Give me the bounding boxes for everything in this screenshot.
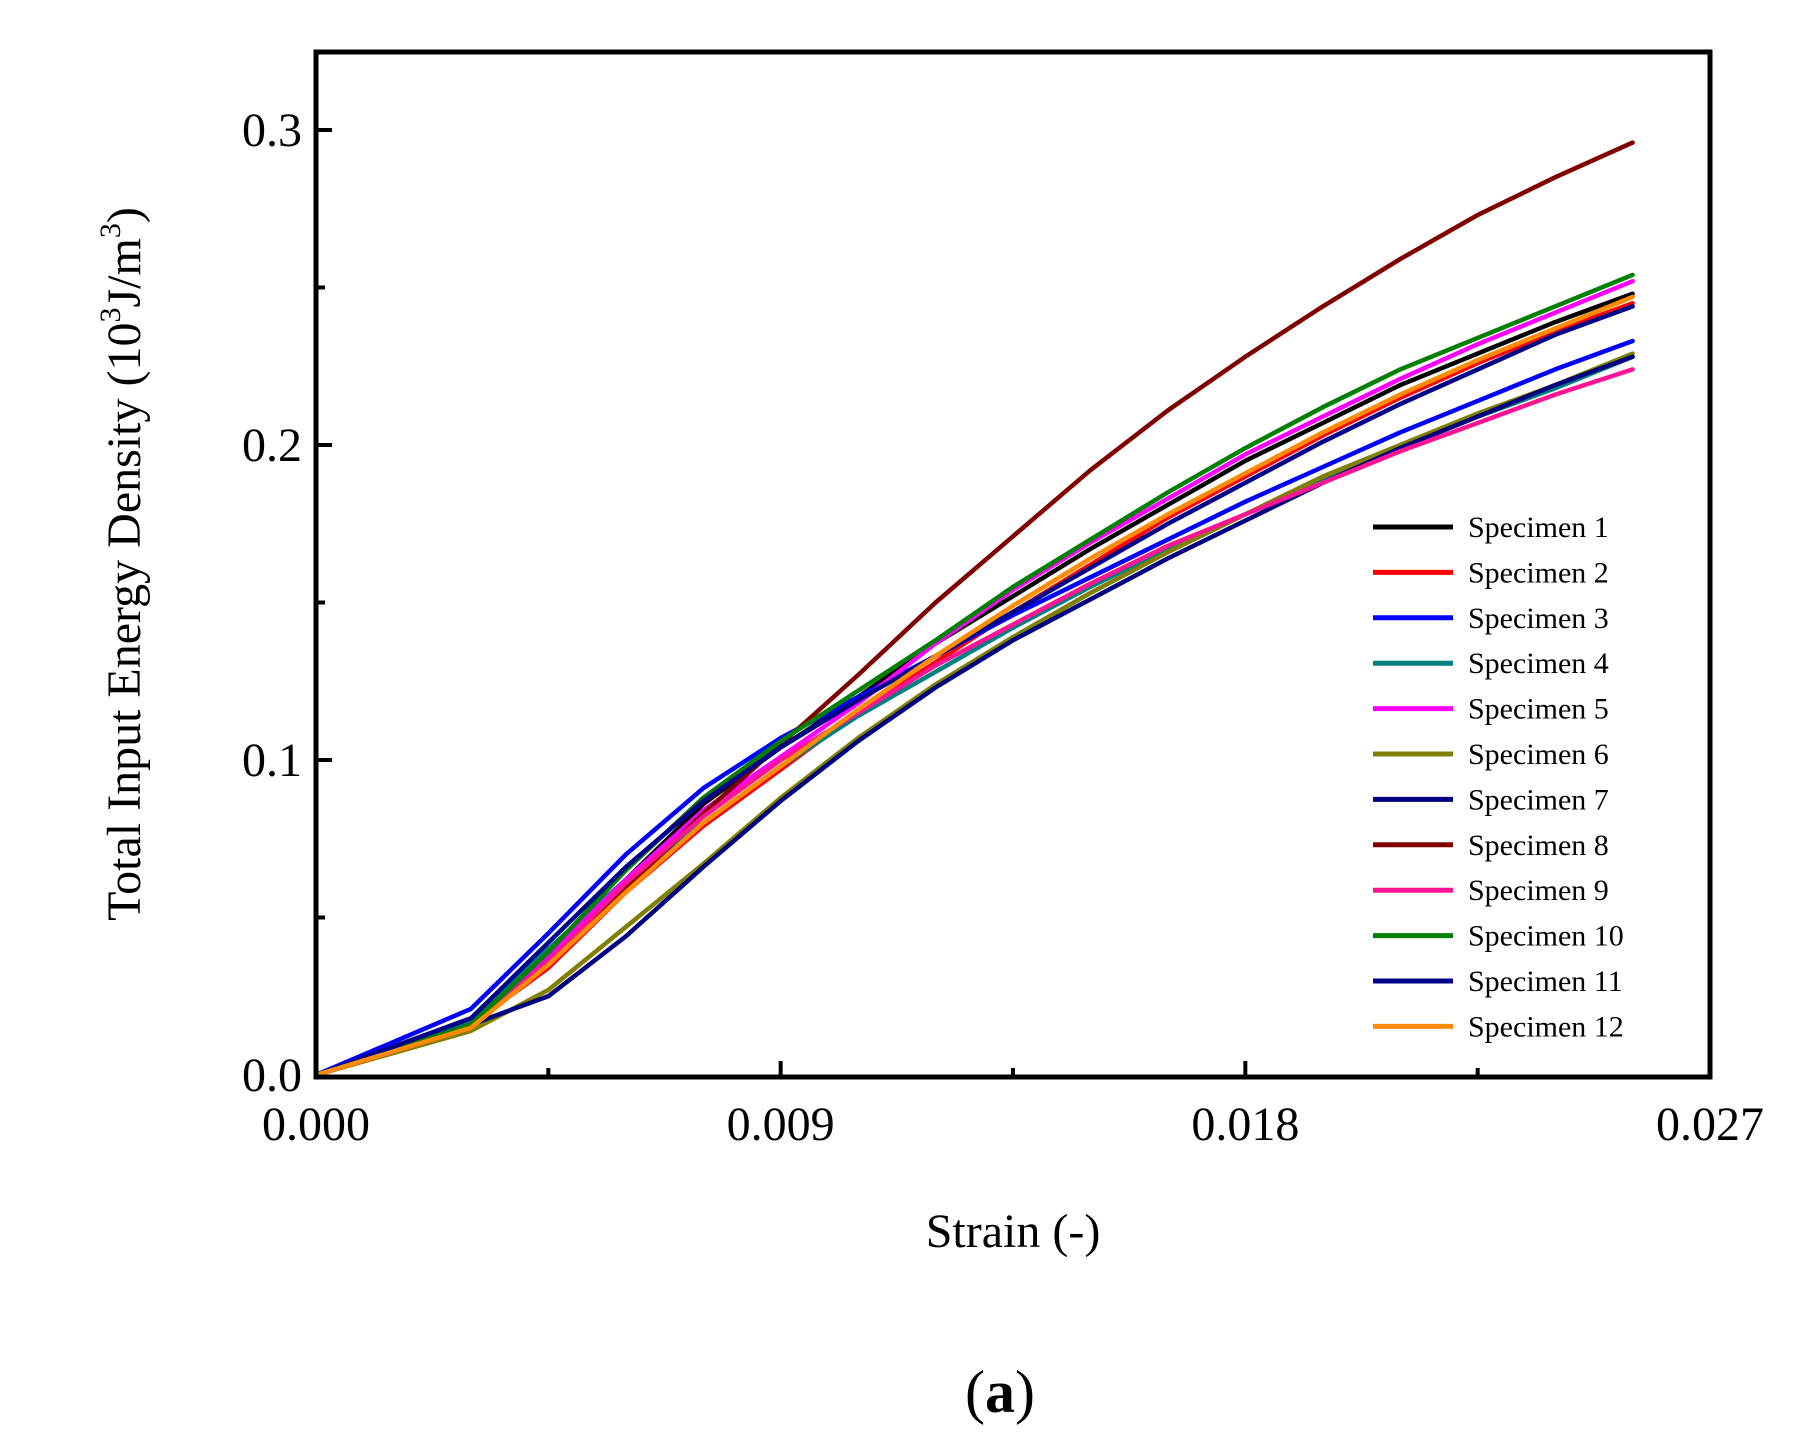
x-tick-label-1: 0.009 [727, 1098, 835, 1151]
legend: Specimen 1 Specimen 2 Specimen 3 Specimen 4… [1373, 511, 1624, 1043]
y-axis-title: Total Input Energy Density (103J/m3) [94, 207, 151, 921]
series-line-5 [313, 278, 1635, 1078]
y-tick-label-1: 0.1 [242, 734, 302, 787]
y-axis-title-sup2: 3 [94, 223, 127, 238]
legend-label-10: Specimen 10 [1468, 920, 1624, 953]
y-axis-title-mid: J/m [98, 238, 151, 307]
figure-caption: (a) [965, 1359, 1035, 1425]
legend-label-1: Specimen 1 [1468, 511, 1609, 544]
legend-label-12: Specimen 12 [1468, 1010, 1624, 1043]
caption-open: ( [965, 1359, 985, 1425]
legend-label-2: Specimen 2 [1468, 556, 1609, 589]
legend-label-7: Specimen 7 [1468, 783, 1609, 816]
series-line-11 [313, 304, 1635, 1078]
series-line-10 [313, 272, 1635, 1078]
legend-label-8: Specimen 8 [1468, 829, 1609, 862]
series-line-3 [313, 338, 1635, 1078]
series-line-9 [313, 367, 1635, 1078]
series-line-6 [313, 351, 1635, 1078]
y-axis-title-prefix: Total Input Energy Density (10 [98, 323, 151, 921]
x-tick-label-3: 0.027 [1656, 1098, 1764, 1151]
y-tick-label-2: 0.2 [242, 419, 302, 472]
y-tick-label-0: 0.0 [242, 1049, 302, 1102]
caption-close: ) [1015, 1359, 1035, 1425]
legend-label-6: Specimen 6 [1468, 738, 1609, 771]
legend-label-3: Specimen 3 [1468, 602, 1609, 635]
legend-label-11: Specimen 11 [1468, 965, 1623, 998]
y-axis-title-sup1: 3 [94, 308, 127, 323]
series-line-8 [313, 140, 1635, 1078]
x-axis-title: Strain (-) [926, 1205, 1101, 1258]
y-axis-title-suffix: ) [98, 207, 151, 223]
series-line-7 [313, 354, 1635, 1078]
caption-letter: a [985, 1359, 1015, 1425]
x-tick-label-2: 0.018 [1191, 1098, 1299, 1151]
x-tick-label-0: 0.000 [262, 1098, 370, 1151]
legend-label-4: Specimen 4 [1468, 647, 1609, 680]
y-tick-label-3: 0.3 [242, 104, 302, 157]
ticks-layer: 0.000 0.009 0.018 0.027 0.0 0.1 0.2 0.3 [242, 104, 1764, 1151]
legend-label-5: Specimen 5 [1468, 693, 1609, 726]
series-layer [313, 140, 1635, 1078]
series-line-12 [313, 294, 1635, 1078]
legend-label-9: Specimen 9 [1468, 874, 1609, 907]
